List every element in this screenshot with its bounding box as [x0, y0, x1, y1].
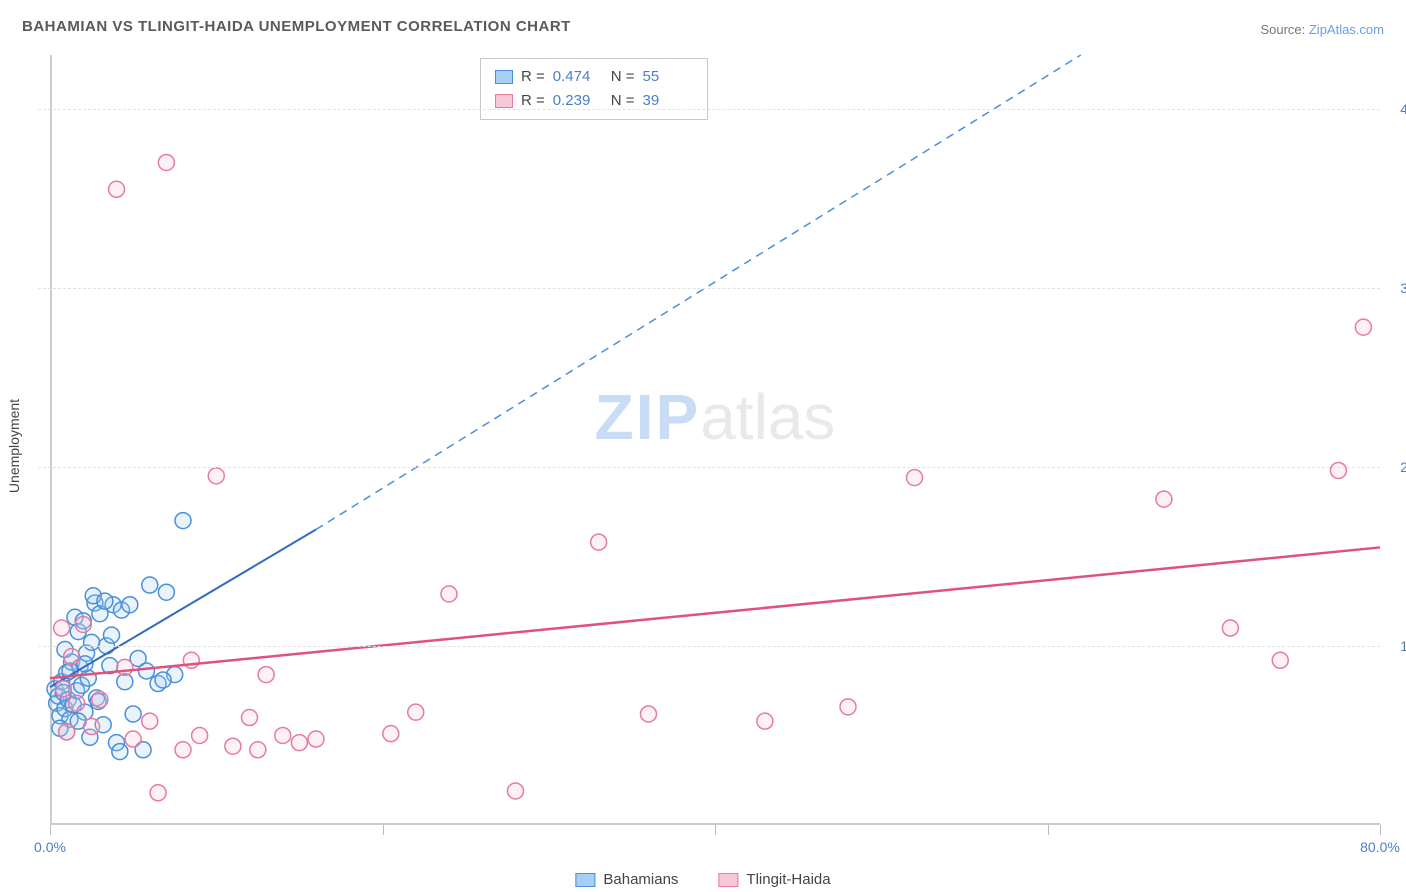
data-point	[59, 724, 75, 740]
data-point	[291, 735, 307, 751]
data-point	[1222, 620, 1238, 636]
data-point	[1272, 652, 1288, 668]
source-link[interactable]: ZipAtlas.com	[1309, 22, 1384, 37]
stat-r-value: 0.474	[553, 65, 603, 89]
data-point	[383, 726, 399, 742]
legend-item: Bahamians	[575, 871, 678, 888]
legend-bottom: Bahamians Tlingit-Haida	[575, 871, 830, 888]
stat-row: R = 0.474 N = 55	[495, 65, 693, 89]
data-point	[54, 620, 70, 636]
chart-title: BAHAMIAN VS TLINGIT-HAIDA UNEMPLOYMENT C…	[22, 18, 571, 35]
data-point	[84, 634, 100, 650]
data-point	[757, 713, 773, 729]
data-point	[1156, 491, 1172, 507]
data-point	[158, 584, 174, 600]
x-tick	[50, 825, 51, 835]
gridline	[38, 646, 1380, 647]
data-point	[92, 692, 108, 708]
gridline	[38, 109, 1380, 110]
stats-box: R =0.474N =55R =0.239N =39	[480, 58, 708, 120]
y-tick-label: 40.0%	[1400, 101, 1406, 117]
plot-svg	[50, 55, 1380, 825]
stat-n-label: N =	[611, 65, 635, 89]
data-point	[907, 470, 923, 486]
gridline	[38, 288, 1380, 289]
legend-swatch	[495, 94, 513, 108]
data-point	[155, 672, 171, 688]
gridline	[38, 467, 1380, 468]
data-point	[109, 181, 125, 197]
data-point	[142, 577, 158, 593]
data-point	[242, 710, 258, 726]
data-point	[275, 727, 291, 743]
data-point	[408, 704, 424, 720]
x-tick	[715, 825, 716, 835]
data-point	[125, 731, 141, 747]
data-point	[1355, 319, 1371, 335]
data-point	[208, 468, 224, 484]
data-point	[69, 695, 85, 711]
data-point	[591, 534, 607, 550]
data-point	[138, 663, 154, 679]
data-point	[158, 154, 174, 170]
data-point	[75, 616, 91, 632]
data-point	[97, 593, 113, 609]
data-point	[641, 706, 657, 722]
data-point	[258, 667, 274, 683]
stat-n-value: 55	[643, 65, 693, 89]
data-point	[308, 731, 324, 747]
data-point	[117, 659, 133, 675]
data-point	[1330, 462, 1346, 478]
legend-swatch	[575, 873, 595, 887]
data-point	[142, 713, 158, 729]
x-tick	[383, 825, 384, 835]
data-point	[84, 719, 100, 735]
source-label: Source: ZipAtlas.com	[1260, 22, 1384, 37]
data-point	[112, 744, 128, 760]
y-tick-label: 10.0%	[1400, 638, 1406, 654]
x-tick	[1380, 825, 1381, 835]
x-tick-label: 80.0%	[1360, 839, 1400, 855]
data-point	[250, 742, 266, 758]
data-point	[122, 597, 138, 613]
data-point	[508, 783, 524, 799]
data-point	[150, 785, 166, 801]
plot-area: ZIPatlas R =0.474N =55R =0.239N =39 10.0…	[50, 55, 1380, 825]
data-point	[192, 727, 208, 743]
legend-label: Tlingit-Haida	[746, 871, 830, 888]
y-axis-label: Unemployment	[6, 399, 22, 493]
trend-line	[50, 547, 1380, 678]
legend-label: Bahamians	[603, 871, 678, 888]
stat-r-label: R =	[521, 65, 545, 89]
data-point	[104, 627, 120, 643]
data-point	[64, 649, 80, 665]
data-point	[125, 706, 141, 722]
data-point	[441, 586, 457, 602]
data-point	[175, 513, 191, 529]
data-point	[840, 699, 856, 715]
data-point	[55, 681, 71, 697]
x-tick	[1048, 825, 1049, 835]
legend-swatch	[495, 70, 513, 84]
data-point	[80, 670, 96, 686]
source-prefix: Source:	[1260, 22, 1308, 37]
legend-item: Tlingit-Haida	[718, 871, 830, 888]
legend-swatch	[718, 873, 738, 887]
trend-line-dashed	[316, 55, 1081, 530]
x-tick-label: 0.0%	[34, 839, 66, 855]
data-point	[225, 738, 241, 754]
y-tick-label: 30.0%	[1400, 280, 1406, 296]
data-point	[175, 742, 191, 758]
y-tick-label: 20.0%	[1400, 459, 1406, 475]
